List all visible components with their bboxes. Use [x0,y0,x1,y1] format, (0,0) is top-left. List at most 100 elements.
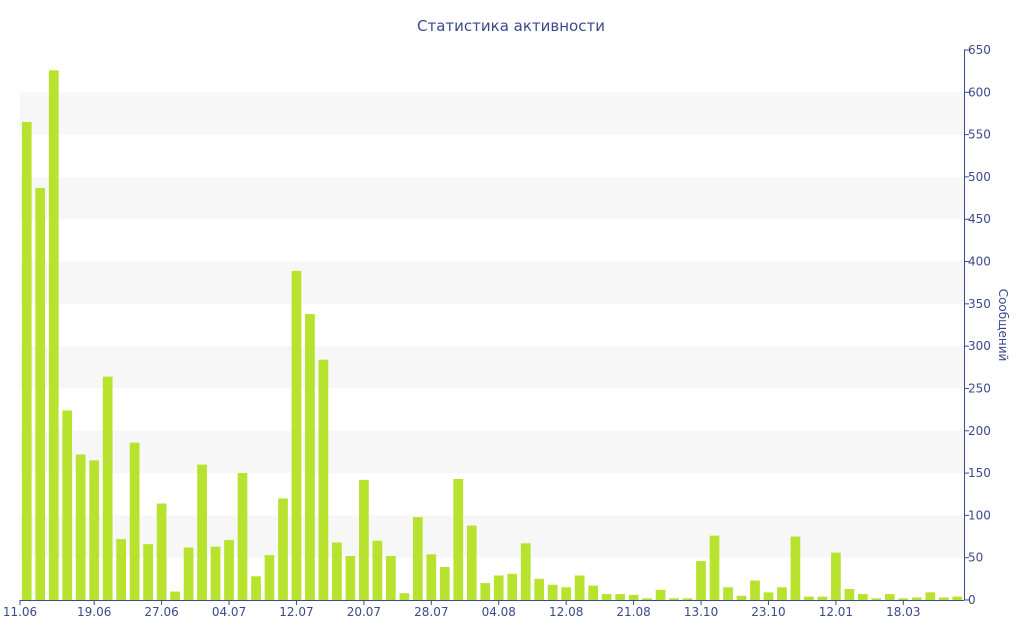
bar [871,598,882,600]
bar [345,556,356,600]
bar [102,376,113,600]
y-tick-label: 300 [968,339,991,353]
bar [925,592,936,600]
bar [898,598,909,600]
grid-band [20,261,964,304]
x-tick-label: 23.10 [751,605,785,619]
x-axis-ticks: 11.06 19.06 27.06 04.07 12.07 20.07 28.07 04.08… [3,600,920,619]
x-tick-label: 18.03 [886,605,920,619]
y-tick-label: 500 [968,170,991,184]
bar [723,587,733,600]
y-tick-label: 100 [968,508,991,522]
x-tick-label: 19.06 [77,605,111,619]
bar [412,517,423,600]
bar-series [21,70,963,601]
y-tick-label: 600 [968,85,991,99]
x-tick-label: 13.10 [684,605,718,619]
bar [305,314,315,600]
bar [669,598,679,600]
bar [143,544,153,600]
bar [642,598,652,600]
x-tick-label: 11.06 [3,605,37,619]
bar [278,498,288,600]
axes [20,50,965,601]
bar [844,589,855,600]
bar [318,359,329,600]
x-tick-label: 12.01 [819,605,853,619]
bar [911,597,922,600]
bar [89,460,100,600]
y-tick-label: 0 [968,593,976,607]
x-tick-label: 21.08 [616,605,650,619]
bar [804,596,814,600]
bar [480,583,491,600]
bar [763,592,774,600]
bar [156,503,167,600]
x-tick-label: 04.08 [482,605,516,619]
x-tick-label: 20.07 [347,605,381,619]
bar [750,580,760,600]
bar [224,539,234,600]
bar [561,587,572,600]
bar [129,442,140,600]
bar [75,454,86,600]
y-tick-label: 650 [968,43,991,57]
y-tick-label: 450 [968,212,991,226]
bar [116,539,126,600]
y-tick-label: 50 [968,551,983,565]
y-tick-label: 150 [968,466,991,480]
x-tick-label: 04.07 [212,605,246,619]
bar [507,573,518,600]
x-tick-label: 12.07 [279,605,313,619]
bar [372,540,383,600]
chart-title: Статистика активности [417,17,605,35]
y-tick-label: 400 [968,255,991,269]
bar [952,596,963,600]
bar [831,552,841,600]
bar [696,561,706,600]
bar [426,554,437,600]
bar [858,594,868,600]
grid-band [20,430,964,474]
grid-band [20,346,964,389]
bar [251,576,261,600]
y-tick-label: 550 [968,128,991,142]
bar [493,575,504,600]
bar [601,594,612,600]
bar [197,464,207,600]
grid-band [20,515,964,558]
bar [682,598,693,600]
x-tick-label: 12.08 [549,605,583,619]
y-tick-label: 250 [968,381,991,395]
bar [547,584,558,600]
bar [264,555,275,600]
bar [237,473,248,600]
bar [170,591,180,600]
x-tick-label: 28.07 [414,605,448,619]
y-axis-label: Сообщений [996,289,1010,362]
bar [777,587,787,600]
bar [291,270,302,600]
grid-band [20,176,964,220]
bar [628,594,639,600]
bar [183,547,194,600]
bar [520,543,531,600]
bar [588,585,598,600]
bar [574,575,585,600]
bar [655,589,666,600]
y-tick-label: 350 [968,297,991,311]
y-axis-ticks: 0 50 100 150 200 250 300 350 400 450 500 550 600 650 [964,43,991,607]
bar [62,410,73,600]
bar [709,535,720,600]
bar [332,542,342,600]
bar [210,546,221,600]
bar [21,121,32,601]
bar [439,567,450,600]
grid-bands [20,92,964,558]
grid-band [20,92,964,135]
bar [615,594,625,600]
bar [466,525,477,600]
bar [884,594,895,600]
